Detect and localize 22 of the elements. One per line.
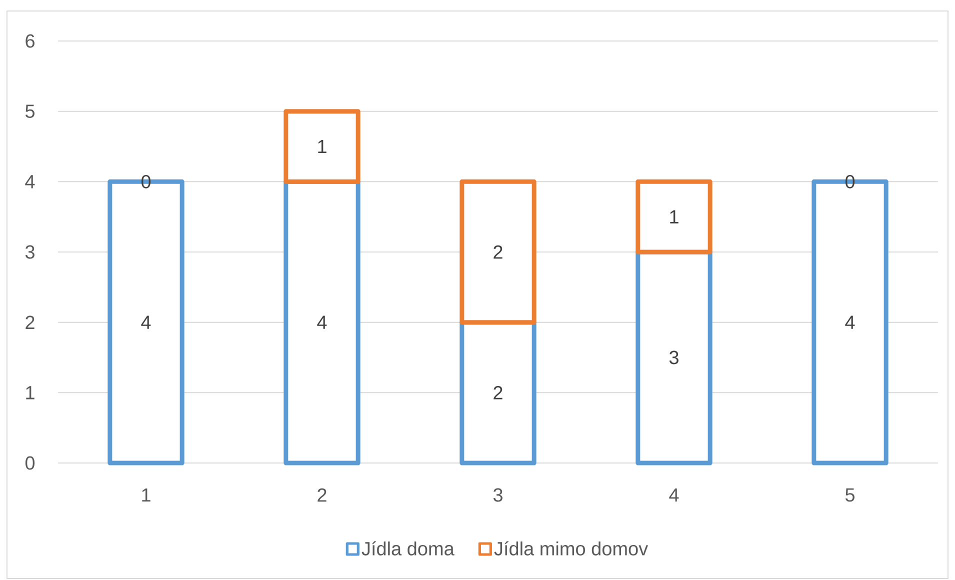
x-tick-label: 1 <box>142 488 150 502</box>
x-tick-label: 2 <box>318 488 326 502</box>
legend-label: Jídla doma <box>362 541 454 556</box>
data-label: 4 <box>317 316 327 329</box>
y-tick-label: 1 <box>26 386 34 400</box>
data-label: 2 <box>494 386 502 400</box>
x-tick-label: 5 <box>845 488 854 502</box>
data-label: 4 <box>845 316 855 329</box>
data-label: 4 <box>141 316 151 329</box>
y-tick-label: 5 <box>25 104 34 118</box>
legend-label: Jídla mimo domov <box>494 541 648 556</box>
y-tick-label: 6 <box>26 34 34 48</box>
y-tick-label: 3 <box>25 245 34 259</box>
y-tick-label: 2 <box>26 316 34 329</box>
data-label: 2 <box>494 245 502 259</box>
y-tick-label: 4 <box>25 175 35 188</box>
y-tick-label: 0 <box>25 456 35 470</box>
data-label: 3 <box>669 350 678 364</box>
x-tick-label: 3 <box>493 488 502 502</box>
data-label: 1 <box>318 140 326 154</box>
data-label: 1 <box>670 210 678 224</box>
x-tick-label: 4 <box>669 488 679 502</box>
